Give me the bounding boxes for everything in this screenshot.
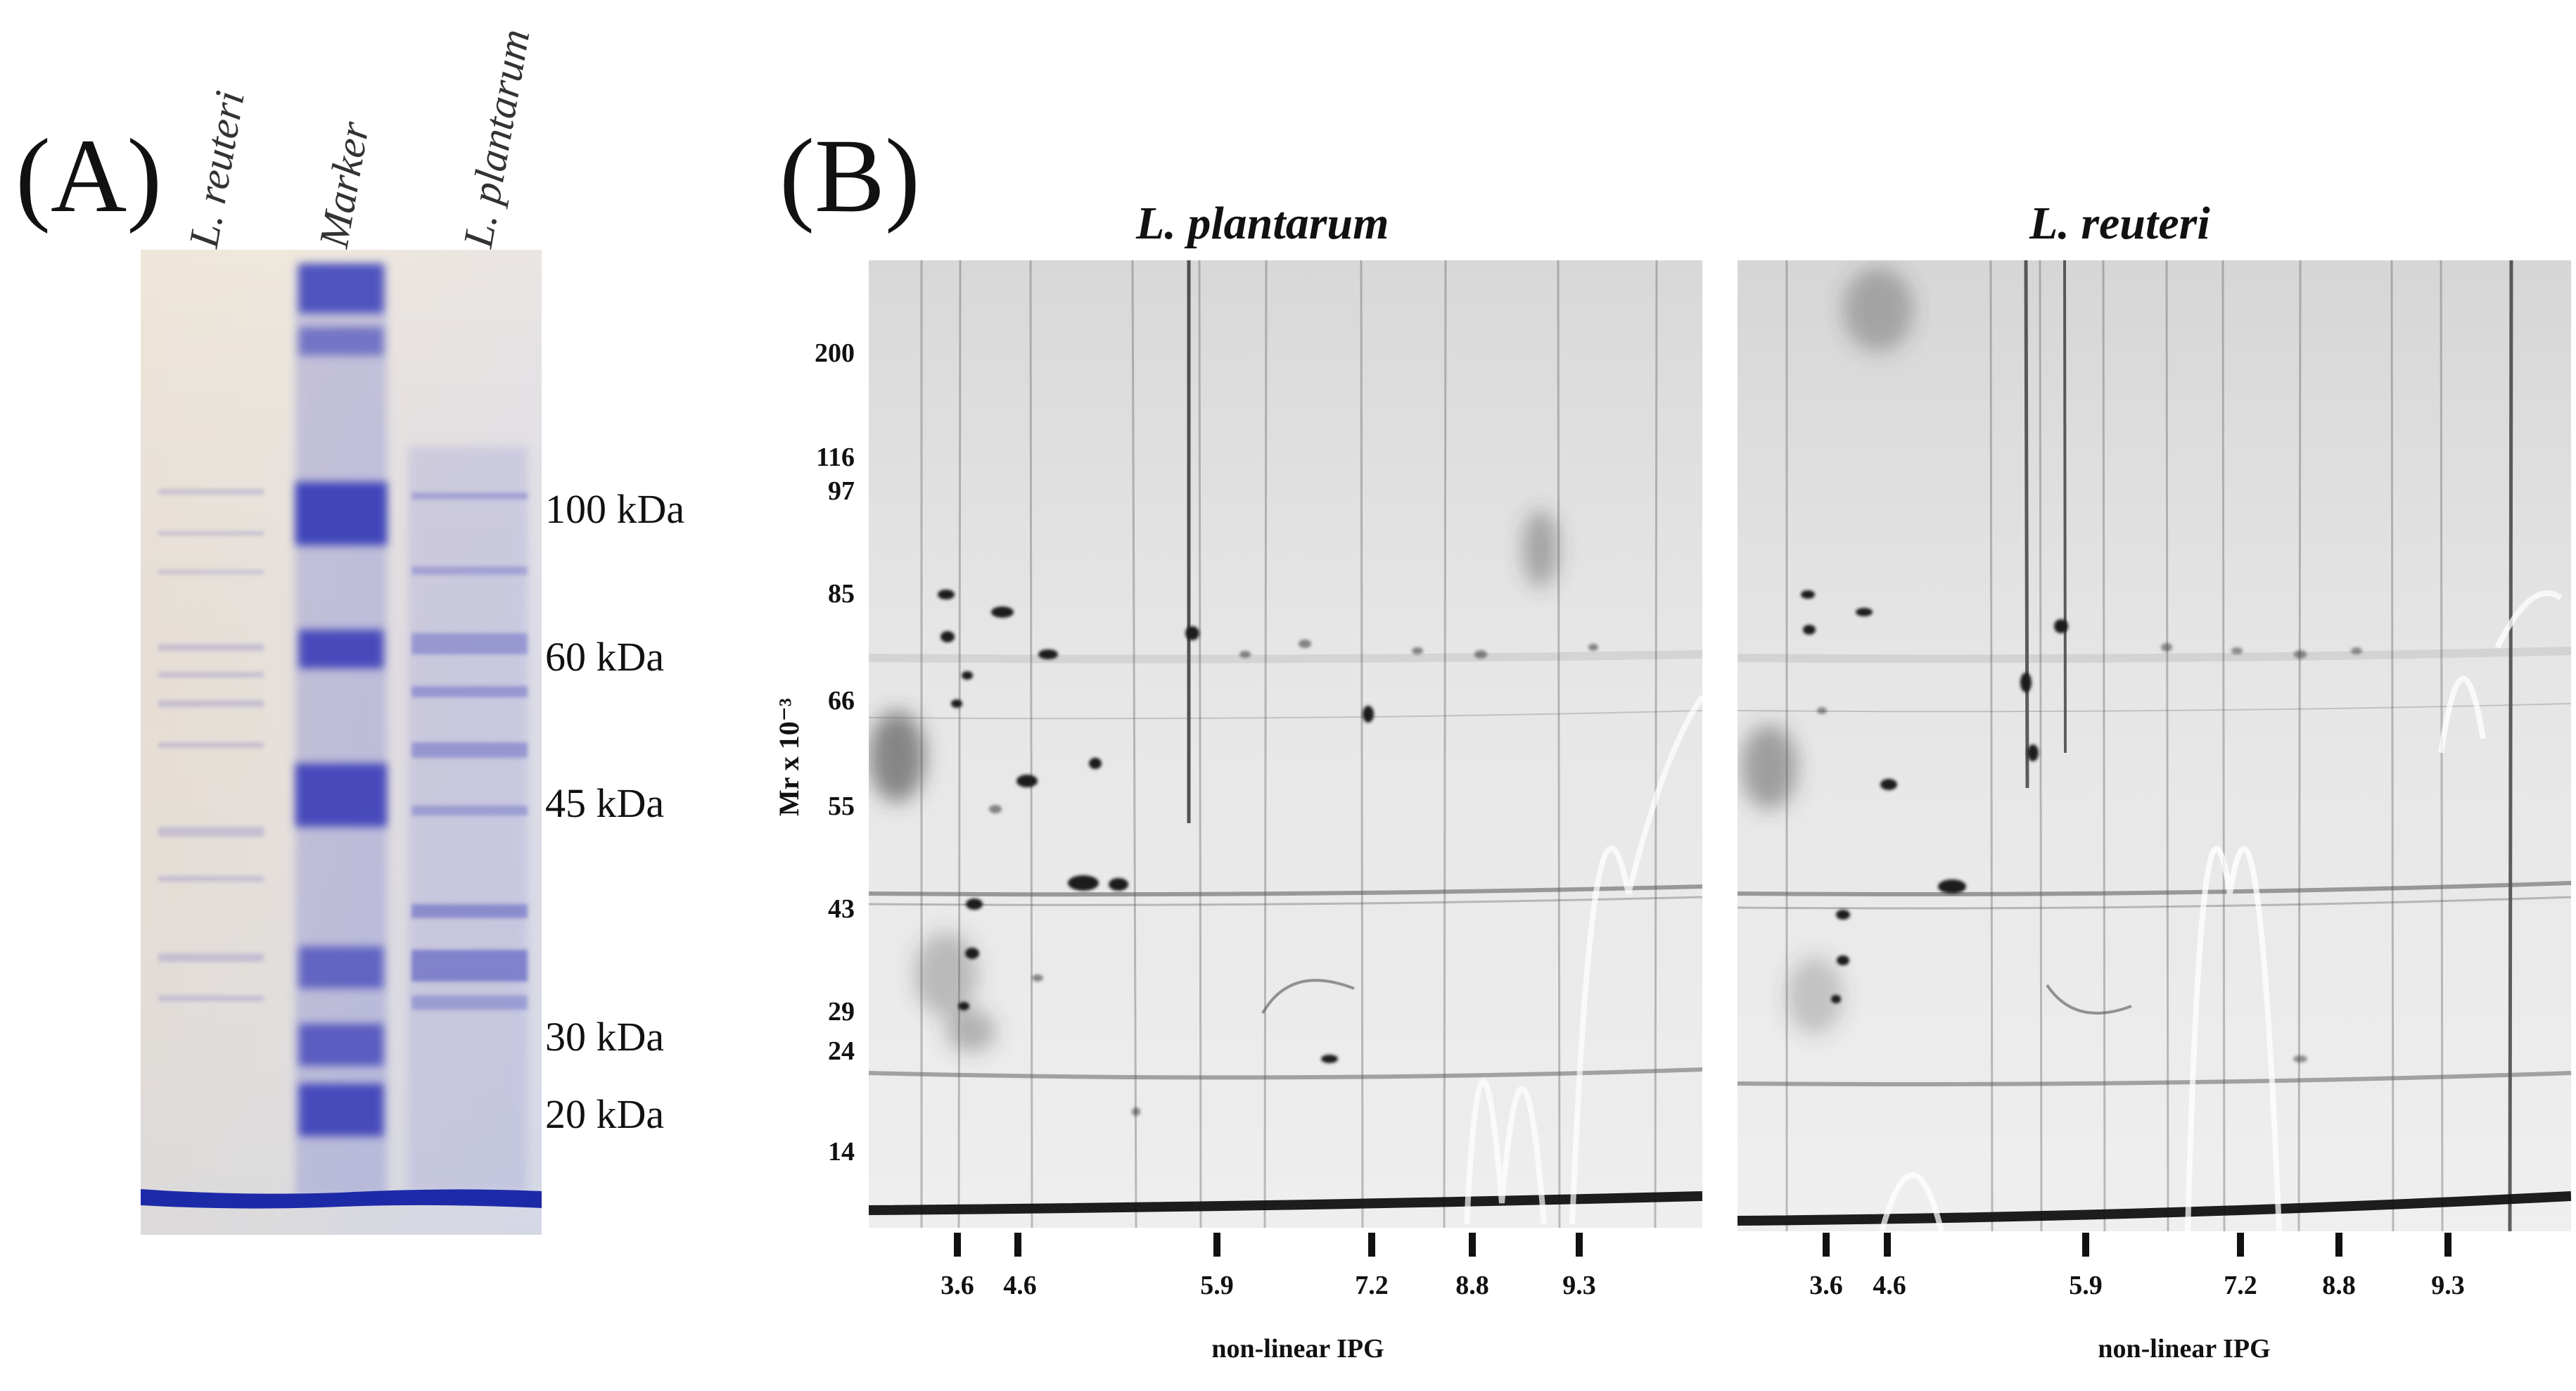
marker-label-100-kda: 100 kDa	[545, 486, 685, 532]
ph-label-7-2: 7.2	[1355, 1271, 1389, 1300]
ph-label-3-6: 3.6	[1809, 1271, 1843, 1300]
ph-tick-mark	[1884, 1233, 1891, 1257]
ph-tick-mark	[1823, 1233, 1830, 1257]
2d-gel-image-l-reuteri	[1737, 260, 2571, 1231]
panel-b-letter: (B)	[779, 117, 920, 234]
mr-tick-29: 29	[828, 997, 855, 1027]
marker-label-20-kda: 20 kDa	[545, 1091, 665, 1137]
lane-label-l-reuteri: L. reuteri	[179, 87, 253, 251]
marker-label-45-kda: 45 kDa	[545, 780, 665, 826]
ph-label-9-3: 9.3	[2431, 1271, 2465, 1300]
mr-tick-200: 200	[815, 338, 855, 368]
lane-label-marker: Marker	[310, 117, 378, 251]
ph-tick-mark	[1469, 1233, 1476, 1257]
mr-tick-14: 14	[828, 1137, 855, 1167]
mr-tick-66: 66	[828, 686, 855, 716]
ph-tick-mark	[2082, 1233, 2089, 1257]
ph-tick-mark	[1576, 1233, 1583, 1257]
gel-title-l-plantarum: L. plantarum	[1136, 198, 1389, 249]
mr-tick-116: 116	[816, 443, 855, 472]
ph-tick-mark	[2237, 1233, 2244, 1257]
sds-page-gel-image	[141, 250, 542, 1235]
marker-label-60-kda: 60 kDa	[545, 634, 665, 680]
panel-a-letter: (A)	[15, 117, 162, 234]
mr-tick-24: 24	[828, 1036, 855, 1066]
mr-tick-55: 55	[828, 792, 855, 821]
mr-tick-85: 85	[828, 579, 855, 609]
ph-label-5-9: 5.9	[1200, 1271, 1234, 1300]
x-axis-title-l-reuteri: non-linear IPG	[2098, 1334, 2271, 1364]
lane-label-l-plantarum: L. plantarum	[454, 25, 539, 251]
marker-label-30-kda: 30 kDa	[545, 1014, 665, 1060]
ph-label-4-6: 4.6	[1003, 1271, 1037, 1300]
mr-tick-97: 97	[828, 476, 855, 506]
x-axis-title-l-plantarum: non-linear IPG	[1211, 1334, 1384, 1364]
mr-tick-43: 43	[828, 894, 855, 924]
ph-label-8-8: 8.8	[1455, 1271, 1489, 1300]
ph-tick-mark	[954, 1233, 961, 1257]
ph-label-7-2: 7.2	[2224, 1271, 2257, 1300]
ph-label-5-9: 5.9	[2069, 1271, 2103, 1300]
ph-label-3-6: 3.6	[941, 1271, 974, 1300]
ph-tick-mark	[2444, 1233, 2451, 1257]
ph-tick-mark	[1213, 1233, 1220, 1257]
ph-tick-mark	[1368, 1233, 1375, 1257]
2d-gel-image-l-plantarum	[869, 260, 1702, 1228]
ph-tick-mark	[1014, 1233, 1021, 1257]
gel-title-l-reuteri: L. reuteri	[2029, 198, 2210, 249]
ph-label-4-6: 4.6	[1873, 1271, 1906, 1300]
ph-tick-mark	[2335, 1233, 2342, 1257]
ph-label-9-3: 9.3	[1562, 1271, 1596, 1300]
ph-label-8-8: 8.8	[2322, 1271, 2356, 1300]
